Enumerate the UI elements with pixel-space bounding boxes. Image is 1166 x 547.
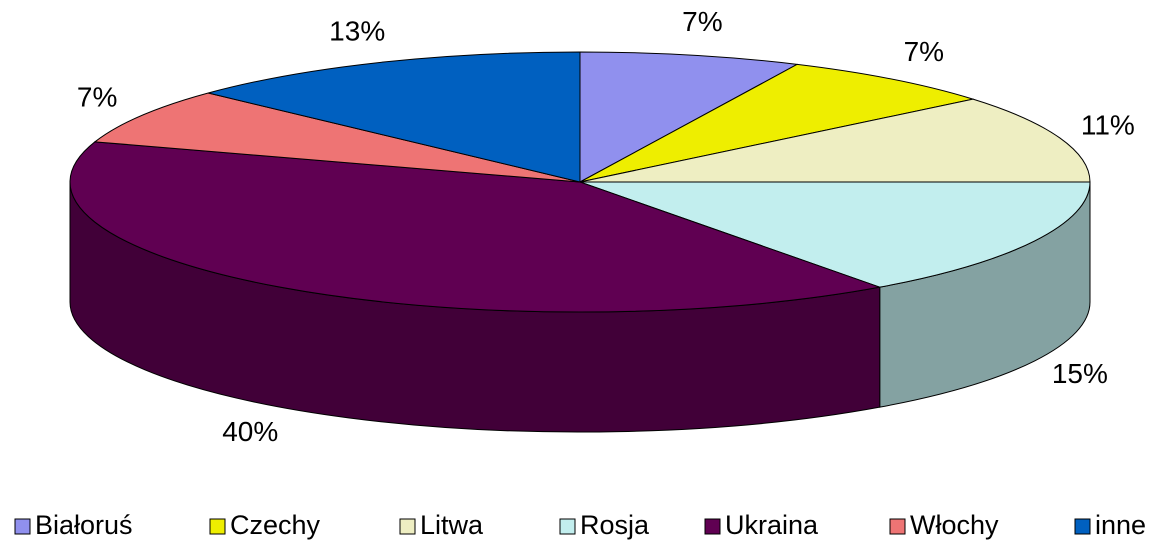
slice — [208, 51, 581, 183]
data-label: 7% — [77, 82, 117, 113]
data-label: 11% — [1081, 109, 1135, 140]
data-label: 40% — [222, 416, 278, 447]
legend-label: Litwa — [420, 510, 484, 540]
legend-swatch — [1074, 518, 1091, 535]
data-label: 15% — [1052, 358, 1108, 389]
legend-label: Białoruś — [35, 510, 133, 540]
legend-swatch — [14, 518, 31, 535]
slice — [69, 141, 882, 313]
slice — [93, 92, 581, 183]
slice — [579, 63, 975, 183]
legend-swatch — [704, 518, 721, 535]
data-label: 7% — [904, 36, 944, 67]
slice — [579, 51, 799, 183]
legend-label: Ukraina — [725, 510, 819, 540]
legend-swatch — [559, 518, 576, 535]
legend-label: inne — [1095, 510, 1146, 540]
legend-swatch — [399, 518, 416, 535]
legend-swatch — [889, 518, 906, 535]
legend-swatch — [209, 518, 226, 535]
slice — [579, 98, 1091, 183]
legend-label: Czechy — [230, 510, 321, 540]
data-label: 7% — [682, 6, 722, 37]
slice — [579, 181, 1091, 288]
legend-label: Rosja — [580, 510, 650, 540]
legend-label: Włochy — [910, 510, 999, 540]
data-label: 13% — [329, 15, 385, 46]
